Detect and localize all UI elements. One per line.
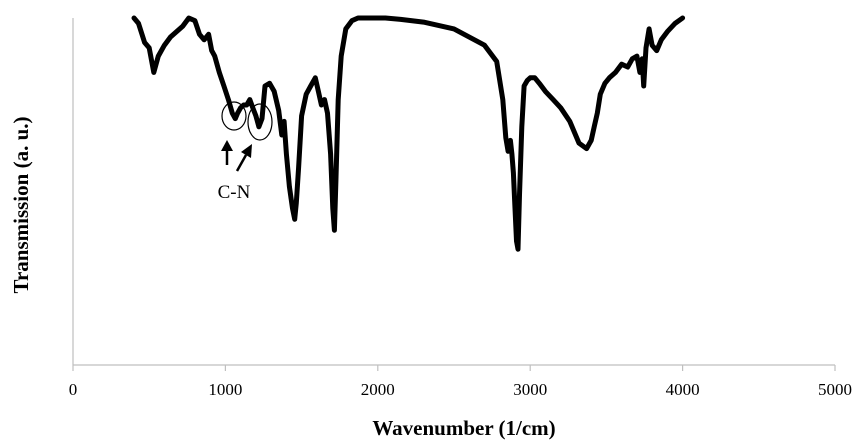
annotation-cn-label: C-N <box>218 182 251 203</box>
cn-marker-circle-1 <box>221 101 247 131</box>
x-tick-label: 5000 <box>818 380 852 399</box>
x-tick-label: 1000 <box>208 380 242 399</box>
x-tick-label: 2000 <box>361 380 395 399</box>
x-ticks: 0 1000 2000 3000 4000 5000 <box>69 365 852 399</box>
cn-arrow-diagonal-icon <box>235 144 252 172</box>
spectrum-series-line <box>131 15 686 252</box>
x-axis-title: Wavenumber (1/cm) <box>372 416 555 440</box>
x-tick-label: 3000 <box>513 380 547 399</box>
cn-arrow-up-icon <box>221 140 233 165</box>
x-tick-label: 0 <box>69 380 78 399</box>
x-tick-label: 4000 <box>666 380 700 399</box>
cn-marker-circle-2 <box>247 103 273 141</box>
y-axis-title: Transmission (a. u.) <box>9 117 33 294</box>
